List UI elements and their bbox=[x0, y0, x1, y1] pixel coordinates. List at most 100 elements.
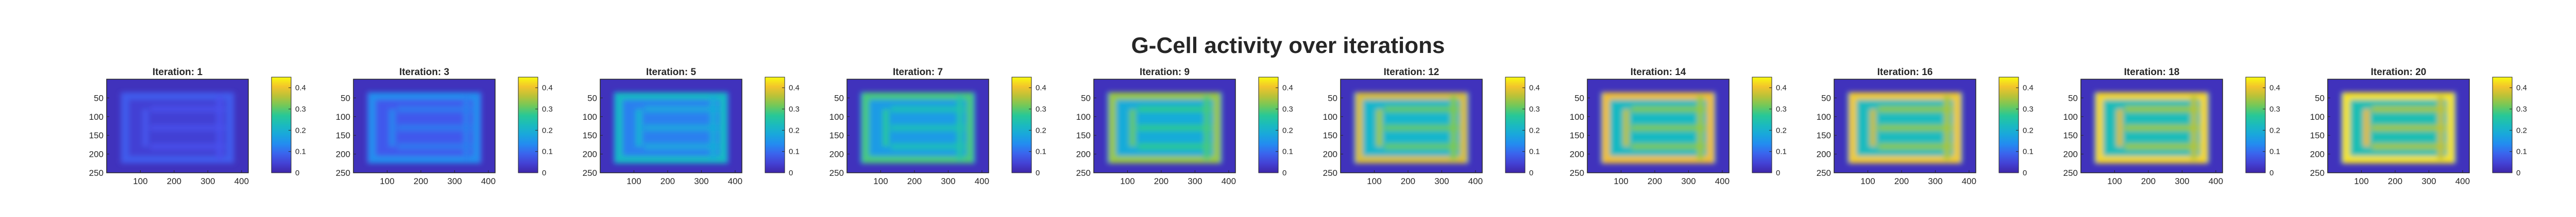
activity-track bbox=[644, 106, 719, 113]
y-tick-label: 50 bbox=[2068, 93, 2078, 103]
x-tick-label: 100 bbox=[1367, 176, 1381, 186]
x-tick-label: 300 bbox=[1928, 176, 1942, 186]
activity-track bbox=[1870, 109, 1876, 147]
x-tick-label: 100 bbox=[873, 176, 888, 186]
activity-track bbox=[1376, 109, 1383, 147]
activity-track bbox=[397, 143, 472, 150]
colorbar-tick-label: 0.1 bbox=[789, 148, 800, 156]
colorbar-tick-label: 0.3 bbox=[1282, 105, 1293, 114]
colorbar-tick-label: 0.3 bbox=[2269, 105, 2280, 114]
colorbar-tick-label: 0.1 bbox=[542, 148, 553, 156]
y-tick-label: 50 bbox=[94, 93, 104, 103]
figure-title: G-Cell activity over iterations bbox=[1131, 33, 1445, 58]
colorbar-tick-label: 0 bbox=[1036, 169, 1040, 177]
axes-box bbox=[353, 79, 496, 173]
colorbar bbox=[1258, 77, 1279, 173]
colorbar-tick-label: 0.1 bbox=[1036, 148, 1046, 156]
y-tick-label: 150 bbox=[2063, 131, 2078, 140]
colorbar-tick-label: 0.2 bbox=[1776, 126, 1787, 135]
activity-track bbox=[644, 143, 719, 150]
x-tick-label: 200 bbox=[1154, 176, 1168, 186]
y-tick-label: 250 bbox=[336, 168, 350, 178]
panel-title: Iteration: 12 bbox=[1384, 67, 1439, 78]
x-tick-label: 300 bbox=[200, 176, 215, 186]
colorbar-tick-label: 0.4 bbox=[1282, 84, 1293, 93]
x-tick-label: 200 bbox=[414, 176, 428, 186]
x-tick-label: 200 bbox=[1648, 176, 1662, 186]
x-tick-label: 200 bbox=[2141, 176, 2156, 186]
y-tick-label: 50 bbox=[1328, 93, 1337, 103]
colorbar bbox=[1505, 77, 1526, 173]
activity-track bbox=[1384, 124, 1459, 131]
x-tick-label: 200 bbox=[2388, 176, 2402, 186]
x-tick-label: 400 bbox=[975, 176, 989, 186]
colorbar bbox=[1011, 77, 1032, 173]
colorbar-tick-label: 0.4 bbox=[1529, 84, 1540, 93]
colorbar-tick-label: 0.1 bbox=[2023, 148, 2033, 156]
activity-track bbox=[1138, 106, 1212, 113]
y-tick-label: 250 bbox=[1076, 168, 1091, 178]
colorbar-tick-label: 0.4 bbox=[1036, 84, 1046, 93]
activity-track bbox=[1384, 143, 1459, 150]
y-tick-label: 150 bbox=[1570, 131, 1584, 140]
y-tick-label: 100 bbox=[336, 112, 350, 122]
x-tick-label: 100 bbox=[2354, 176, 2368, 186]
x-tick-label: 400 bbox=[728, 176, 742, 186]
y-tick-label: 50 bbox=[1081, 93, 1091, 103]
axes-box bbox=[1834, 79, 1976, 173]
x-tick-label: 200 bbox=[167, 176, 181, 186]
axes-box bbox=[1340, 79, 1483, 173]
activity-track bbox=[2125, 106, 2199, 113]
colorbar bbox=[1998, 77, 2019, 173]
heatmap-panel: Iteration: 18 100 200 300 400 50 100 150 200 250 0… bbox=[2063, 67, 2280, 186]
y-tick-label: 150 bbox=[336, 131, 350, 140]
colorbar-tick-label: 0.4 bbox=[2516, 84, 2527, 93]
x-tick-label: 300 bbox=[2175, 176, 2189, 186]
x-tick-label: 100 bbox=[626, 176, 641, 186]
heatmap-panel: Iteration: 12 100 200 300 400 50 100 150 200 250 0… bbox=[1323, 67, 1540, 186]
colorbar-tick-label: 0.4 bbox=[295, 84, 306, 93]
y-tick-label: 250 bbox=[2063, 168, 2078, 178]
y-tick-label: 50 bbox=[834, 93, 844, 103]
colorbar-tick-label: 0.3 bbox=[1529, 105, 1540, 114]
colorbar-tick-label: 0.3 bbox=[295, 105, 306, 114]
x-tick-label: 300 bbox=[1188, 176, 1202, 186]
x-tick-label: 100 bbox=[133, 176, 147, 186]
y-tick-label: 200 bbox=[336, 150, 350, 159]
heatmap-panel: Iteration: 20 100 200 300 400 50 100 150 200 250 0… bbox=[2310, 67, 2527, 186]
x-tick-label: 300 bbox=[694, 176, 708, 186]
y-tick-label: 250 bbox=[1570, 168, 1584, 178]
y-tick-label: 150 bbox=[2310, 131, 2325, 140]
activity-track bbox=[891, 106, 965, 113]
colorbar-tick-label: 0.1 bbox=[295, 148, 306, 156]
y-tick-label: 100 bbox=[829, 112, 844, 122]
colorbar-tick-label: 0 bbox=[2516, 169, 2520, 177]
colorbar-tick-label: 0 bbox=[1776, 169, 1780, 177]
activity-track bbox=[2437, 96, 2444, 160]
activity-track bbox=[216, 96, 223, 160]
activity-track bbox=[1450, 96, 1457, 160]
x-tick-label: 400 bbox=[481, 176, 496, 186]
colorbar-tick-label: 0.2 bbox=[1036, 126, 1046, 135]
activity-track bbox=[150, 143, 225, 150]
colorbar-tick-label: 0.2 bbox=[789, 126, 800, 135]
activity-frame bbox=[1602, 92, 1714, 164]
activity-track bbox=[644, 124, 719, 131]
colorbar-tick-label: 0.1 bbox=[2269, 148, 2280, 156]
heatmap-panel: Iteration: 7 100 200 300 400 50 100 150 200 250 0 0… bbox=[829, 67, 1046, 186]
y-tick-label: 200 bbox=[1817, 150, 1831, 159]
x-tick-label: 400 bbox=[2455, 176, 2470, 186]
panel-title: Iteration: 9 bbox=[1140, 67, 1190, 78]
activity-track bbox=[1623, 109, 1630, 147]
activity-track bbox=[1129, 109, 1136, 147]
activity-track bbox=[883, 109, 889, 147]
heatmap-panel: Iteration: 3 100 200 300 400 50 100 150 200 250 0 0… bbox=[336, 67, 553, 186]
y-tick-label: 50 bbox=[587, 93, 597, 103]
colorbar-tick-label: 0.3 bbox=[2023, 105, 2033, 114]
colorbar-tick-label: 0.2 bbox=[1282, 126, 1293, 135]
activity-track bbox=[1878, 143, 1953, 150]
colorbar-tick-label: 0.2 bbox=[2023, 126, 2033, 135]
x-tick-label: 400 bbox=[1962, 176, 1976, 186]
axes-box bbox=[1587, 79, 1730, 173]
